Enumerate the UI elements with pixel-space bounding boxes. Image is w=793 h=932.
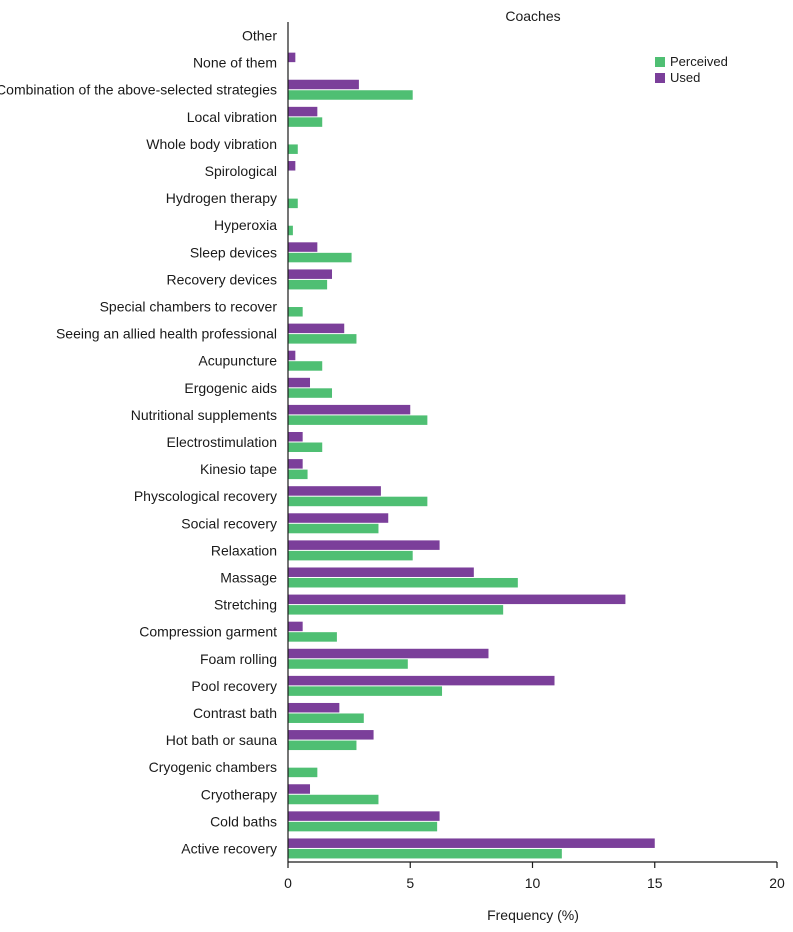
bar-used: [288, 350, 296, 361]
bar-used: [288, 459, 303, 469]
category-label: Contrast bath: [193, 705, 277, 721]
bar-perceived: [288, 90, 413, 100]
category-label: Physcological recovery: [134, 488, 277, 504]
category-label: Cold baths: [210, 813, 277, 829]
chart-title: Coaches: [505, 8, 560, 24]
category-label: Kinesio tape: [200, 461, 277, 477]
bar-used: [288, 404, 411, 415]
bar-perceived: [288, 415, 428, 425]
category-label: Foam rolling: [200, 651, 277, 667]
bar-perceived: [288, 523, 379, 534]
bar-perceived: [288, 442, 323, 452]
category-label: Combination of the above-selected strate…: [0, 82, 277, 98]
bar-used: [288, 540, 440, 550]
x-tick-label: 0: [284, 875, 292, 891]
bar-perceived: [288, 848, 562, 859]
bar-used: [288, 486, 381, 496]
bar-perceived: [288, 279, 328, 290]
bar-used: [288, 811, 440, 821]
category-label: Compression garment: [139, 624, 277, 640]
bar-perceived: [288, 686, 443, 696]
bar-used: [288, 648, 489, 659]
bar-perceived: [288, 198, 298, 209]
bar-perceived: [288, 577, 518, 588]
bar-perceived: [288, 740, 357, 751]
bar-used: [288, 52, 296, 63]
bar-perceived: [288, 659, 408, 669]
bar-used: [288, 838, 655, 848]
x-tick-label: 5: [406, 875, 414, 891]
category-label: Nutritional supplements: [131, 407, 277, 423]
bar-perceived: [288, 361, 323, 371]
category-label: Other: [242, 28, 277, 44]
category-label: Hyperoxia: [214, 217, 277, 233]
bar-perceived: [288, 334, 357, 344]
category-label: Pool recovery: [191, 678, 277, 694]
bar-used: [288, 377, 311, 388]
bar-perceived: [288, 388, 333, 398]
bar-perceived: [288, 713, 364, 723]
bar-perceived: [288, 225, 293, 236]
category-label: Active recovery: [181, 840, 277, 856]
bar-used: [288, 621, 303, 632]
category-label: Spirological: [205, 163, 277, 179]
category-label: None of them: [193, 55, 277, 71]
legend-label: Perceived: [670, 54, 728, 69]
category-label: Recovery devices: [167, 271, 278, 287]
bar-used: [288, 567, 474, 577]
bar-used: [288, 675, 555, 686]
category-label: Seeing an allied health professional: [56, 326, 277, 342]
category-label: Cryogenic chambers: [149, 759, 277, 775]
bar-perceived: [288, 794, 379, 805]
bar-used: [288, 161, 296, 171]
category-label: Massage: [220, 569, 277, 585]
bar-used: [288, 730, 374, 740]
bar-used: [288, 242, 318, 252]
category-label: Stretching: [214, 597, 277, 613]
legend-swatch: [655, 57, 665, 67]
bar-used: [288, 432, 303, 442]
bar-perceived: [288, 469, 308, 480]
bar-used: [288, 323, 345, 334]
legend-label: Used: [670, 70, 700, 85]
bar-perceived: [288, 307, 303, 317]
category-label: Ergogenic aids: [184, 380, 277, 396]
category-label: Relaxation: [211, 542, 277, 558]
bar-used: [288, 79, 359, 90]
bar-perceived: [288, 821, 438, 832]
category-label: Cryotherapy: [201, 786, 277, 802]
category-label: Social recovery: [181, 515, 277, 531]
bar-perceived: [288, 252, 352, 263]
x-axis-title: Frequency (%): [487, 907, 579, 923]
bar-perceived: [288, 144, 298, 154]
bar-perceived: [288, 117, 323, 127]
bar-perceived: [288, 605, 504, 615]
category-label: Special chambers to recover: [100, 299, 278, 315]
bar-perceived: [288, 632, 337, 642]
category-label: Local vibration: [187, 109, 277, 125]
bar-perceived: [288, 496, 428, 507]
x-tick-label: 10: [525, 875, 541, 891]
category-label: Whole body vibration: [146, 136, 277, 152]
bar-used: [288, 269, 333, 279]
category-label: Hot bath or sauna: [166, 732, 278, 748]
legend-swatch: [655, 73, 665, 83]
bar-perceived: [288, 767, 318, 778]
x-tick-label: 15: [647, 875, 663, 891]
bar-used: [288, 594, 626, 605]
category-label: Sleep devices: [190, 244, 277, 260]
bar-used: [288, 513, 389, 523]
x-tick-label: 20: [769, 875, 785, 891]
bar-used: [288, 106, 318, 117]
category-label: Hydrogen therapy: [166, 190, 277, 206]
bar-used: [288, 784, 311, 794]
category-label: Electrostimulation: [167, 434, 278, 450]
category-label: Acupuncture: [198, 353, 277, 369]
bar-used: [288, 702, 340, 713]
bar-perceived: [288, 550, 413, 561]
